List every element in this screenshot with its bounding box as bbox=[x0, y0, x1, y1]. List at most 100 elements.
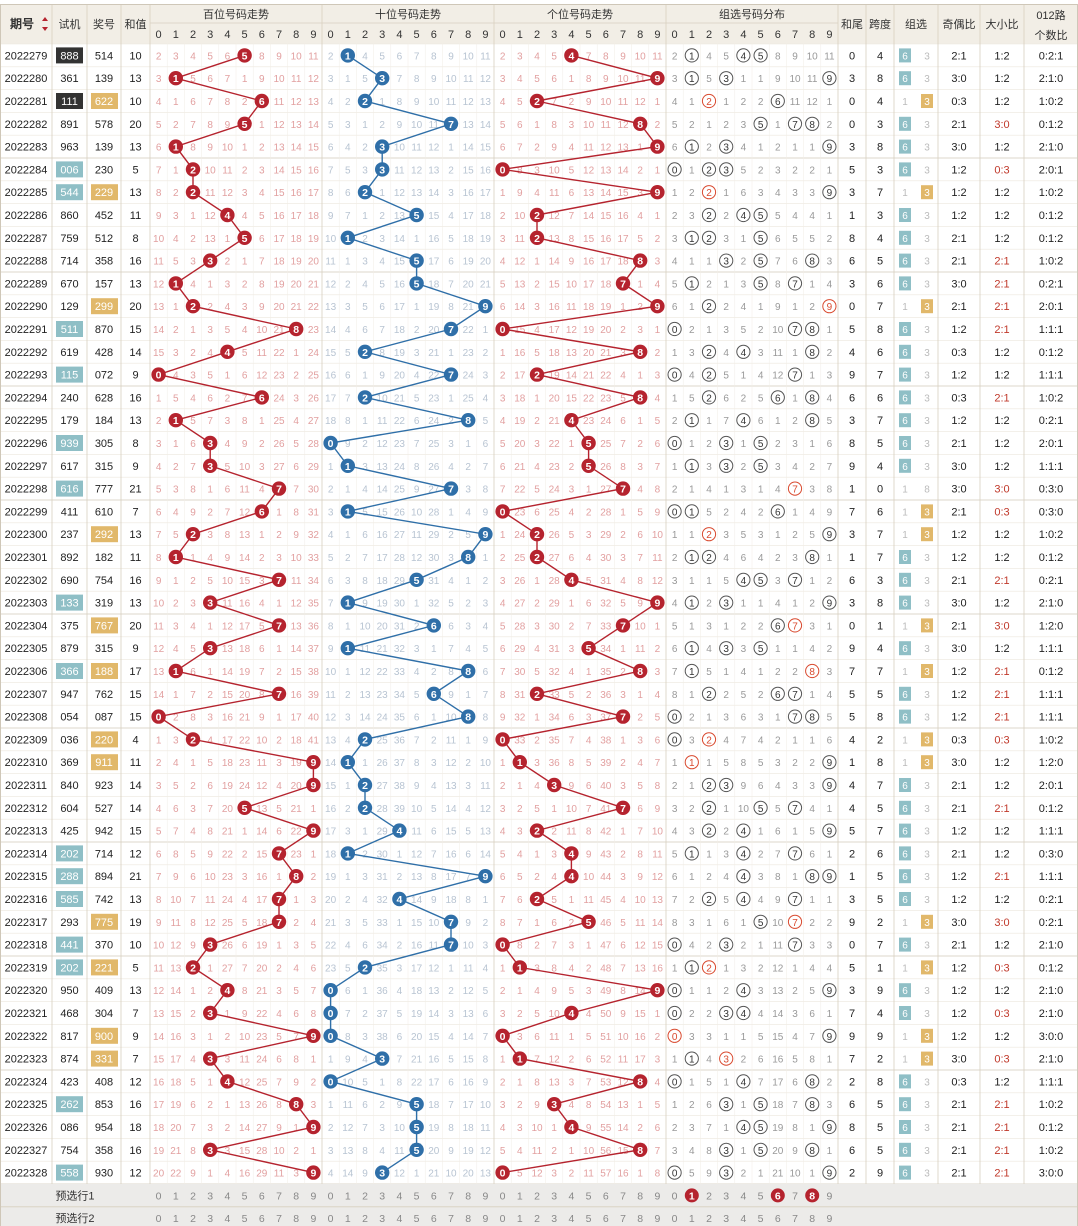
group-omission: 1 bbox=[775, 644, 781, 655]
tens-omission: 14 bbox=[463, 143, 475, 154]
tail-cell: 1 bbox=[849, 552, 855, 564]
units-ball-digit: 8 bbox=[637, 347, 643, 359]
units-omission: 6 bbox=[551, 74, 557, 85]
group-omission: 5 bbox=[809, 530, 815, 541]
group-six-dim: 1 bbox=[902, 485, 908, 496]
group-omission: 8 bbox=[809, 1055, 815, 1066]
units-omission: 2 bbox=[637, 1123, 643, 1134]
units-ball-digit: 4 bbox=[568, 1008, 574, 1020]
hundreds-omission: 12 bbox=[256, 781, 268, 792]
tens-omission: 11 bbox=[325, 690, 336, 701]
hundreds-omission: 9 bbox=[156, 211, 162, 222]
issue-cell: 2022318 bbox=[5, 940, 48, 952]
tens-omission: 31 bbox=[377, 872, 389, 883]
hundreds-omission: 3 bbox=[190, 371, 196, 382]
tail-cell: 3 bbox=[849, 415, 855, 427]
hundreds-ball bbox=[203, 458, 218, 473]
preselect-mark-digit: 6 bbox=[775, 1190, 781, 1202]
hundreds-omission: 4 bbox=[173, 371, 179, 382]
prize-cell: 331 bbox=[95, 1054, 113, 1066]
preselect-digit: 5 bbox=[758, 1190, 764, 1202]
odd-even-cell: 0:3 bbox=[951, 1076, 966, 1088]
units-omission: 4 bbox=[534, 781, 540, 792]
group-omission: 3 bbox=[758, 986, 764, 997]
odd-even-cell: 2:1 bbox=[951, 1168, 966, 1180]
units-omission: 48 bbox=[600, 963, 612, 974]
units-omission: 3 bbox=[500, 393, 506, 404]
hundreds-omission: 3 bbox=[311, 1100, 317, 1111]
hundreds-omission: 9 bbox=[190, 941, 196, 952]
prize-cell: 358 bbox=[95, 1145, 113, 1157]
units-omission: 2 bbox=[517, 1009, 523, 1020]
tens-omission: 2 bbox=[345, 690, 351, 701]
preselect-digit: 6 bbox=[775, 1213, 781, 1225]
units-omission: 7 bbox=[569, 211, 575, 222]
units-omission: 9 bbox=[517, 188, 523, 199]
group-digit-circle bbox=[787, 686, 803, 701]
issue-cell: 2022294 bbox=[5, 392, 48, 404]
tens-omission: 3 bbox=[483, 599, 489, 610]
tens-omission: 15 bbox=[325, 781, 337, 792]
group-omission: 9 bbox=[741, 781, 747, 792]
hundreds-ball bbox=[254, 390, 269, 405]
hundreds-omission: 11 bbox=[205, 895, 216, 906]
units-omission: 9 bbox=[500, 713, 506, 724]
hundreds-ball-digit: 6 bbox=[259, 96, 265, 108]
group-omission: 10 bbox=[772, 918, 784, 929]
issue-cell: 2022286 bbox=[5, 210, 48, 222]
group-digit-circle bbox=[805, 663, 820, 679]
prize-cell: 220 bbox=[95, 734, 113, 746]
tail-cell: 9 bbox=[849, 643, 855, 655]
header-digit: 5 bbox=[758, 29, 764, 41]
group-digit-circle bbox=[719, 435, 734, 451]
tens-omission: 6 bbox=[431, 827, 437, 838]
hundreds-omission: 8 bbox=[276, 1100, 282, 1111]
units-omission: 3 bbox=[620, 348, 626, 359]
hundreds-omission: 26 bbox=[273, 439, 285, 450]
tens-omission: 28 bbox=[428, 507, 440, 518]
group-omission: 6 bbox=[672, 302, 678, 313]
tens-omission: 22 bbox=[463, 325, 475, 336]
group-three-dim: 3 bbox=[924, 211, 930, 222]
hundreds-omission: 16 bbox=[153, 1077, 165, 1088]
hundreds-omission: 11 bbox=[291, 74, 302, 85]
test-cell: 616 bbox=[60, 484, 78, 496]
group-digit-circle bbox=[719, 458, 734, 473]
units-omission: 2 bbox=[569, 918, 575, 929]
hundreds-omission: 6 bbox=[259, 644, 265, 655]
group-three-dim: 3 bbox=[924, 143, 930, 154]
group-digit: 5 bbox=[758, 462, 764, 473]
tens-ball-digit: 1 bbox=[345, 757, 351, 769]
tens-omission: 3 bbox=[431, 758, 437, 769]
group-omission: 3 bbox=[672, 234, 678, 245]
group-omission: 4 bbox=[809, 963, 815, 974]
hundreds-omission: 19 bbox=[273, 279, 285, 290]
units-ball-digit: 5 bbox=[586, 643, 592, 655]
group-omission: 11 bbox=[807, 74, 818, 85]
group-digit-circle bbox=[719, 1142, 734, 1157]
road-cell: 2:0:1 bbox=[1039, 438, 1063, 450]
prize-cell: 610 bbox=[95, 506, 113, 518]
tens-omission: 2 bbox=[465, 462, 471, 473]
units-omission: 5 bbox=[586, 576, 592, 587]
big-small-cell: 1:2 bbox=[994, 438, 1009, 450]
tens-omission: 18 bbox=[463, 234, 475, 245]
issue-cell: 2022287 bbox=[5, 233, 48, 245]
units-ball-digit: 7 bbox=[620, 620, 626, 632]
group-omission: 8 bbox=[827, 485, 833, 496]
tail-cell: 3 bbox=[849, 278, 855, 290]
group-six-label: 6 bbox=[902, 348, 908, 359]
group-digit: 2 bbox=[706, 211, 712, 222]
units-ball bbox=[529, 93, 545, 109]
tens-omission: 4 bbox=[465, 644, 471, 655]
units-ball-digit: 2 bbox=[534, 210, 540, 222]
tens-omission: 13 bbox=[480, 827, 492, 838]
span-cell: 6 bbox=[877, 347, 883, 359]
tens-ball bbox=[443, 937, 459, 952]
hundreds-omission: 1 bbox=[225, 1100, 231, 1111]
group-digit-circle bbox=[684, 549, 699, 565]
odd-even-cell: 1:2 bbox=[951, 666, 966, 678]
group-omission: 3 bbox=[809, 621, 815, 632]
units-omission: 5 bbox=[517, 97, 523, 108]
units-omission: 19 bbox=[549, 371, 561, 382]
